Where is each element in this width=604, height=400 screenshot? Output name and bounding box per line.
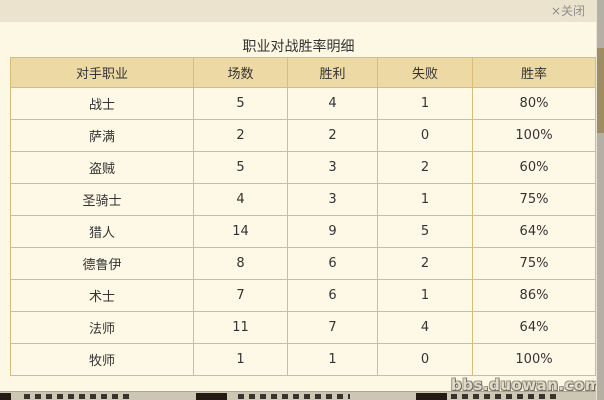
column-header: 失败 [377,57,473,88]
table-row: 术士 7 6 1 86% [10,279,596,312]
column-header: 胜利 [287,57,378,88]
close-button[interactable]: ×关闭 [550,4,585,18]
scrollbar-track[interactable] [596,0,604,400]
table-cell: 7 [287,311,378,344]
table-cell: 0 [377,343,473,376]
table-cell: 80% [472,87,596,120]
table-cell: 5 [377,215,473,248]
table-cell: 牧师 [10,343,194,376]
table-cell: 75% [472,247,596,280]
table-row: 圣骑士 4 3 1 75% [10,183,596,216]
table-head: 对手职业 场数 胜利 失败 胜率 [10,57,596,88]
cutoff-thumbnail[interactable] [416,393,447,400]
table-cell: 萨满 [10,119,194,152]
cutoff-text [24,394,134,399]
table-cell: 1 [377,183,473,216]
table-cell: 2 [193,119,288,152]
cutoff-thumbnail[interactable] [196,393,227,400]
table-body: 战士 5 4 1 80% 萨满 2 2 0 100% 盗贼 5 3 2 60% 圣骑士 4 3 1 75% 猎人 14 9 5… [10,87,596,376]
table-row: 盗贼 5 3 2 60% [10,151,596,184]
table-cell: 1 [377,87,473,120]
table-cell: 8 [193,247,288,280]
table-cell: 盗贼 [10,151,194,184]
table-cell: 100% [472,343,596,376]
table-row: 法师 11 7 4 64% [10,311,596,344]
table-cell: 9 [287,215,378,248]
table-cell: 7 [193,279,288,312]
table-cell: 2 [287,119,378,152]
table-cell: 6 [287,279,378,312]
popup-title: 职业对战胜率明细 [242,39,355,55]
table-cell: 法师 [10,311,194,344]
table-cell: 1 [287,343,378,376]
table-cell: 100% [472,119,596,152]
table-row: 猎人 14 9 5 64% [10,215,596,248]
table-row: 萨满 2 2 0 100% [10,119,596,152]
table-row: 牧师 1 1 0 100% [10,343,596,376]
table-cell: 圣骑士 [10,183,194,216]
table-cell: 3 [287,183,378,216]
scrollbar-thumb[interactable] [597,48,604,133]
table-row: 战士 5 4 1 80% [10,87,596,120]
table-cell: 64% [472,215,596,248]
background-content-strip [0,391,604,400]
table-cell: 11 [193,311,288,344]
table-cell: 战士 [10,87,194,120]
cutoff-text [238,394,350,399]
column-header: 胜率 [472,57,596,88]
table-cell: 4 [287,87,378,120]
column-header: 对手职业 [10,57,194,88]
table-cell: 60% [472,151,596,184]
table-cell: 5 [193,151,288,184]
table-cell: 2 [377,247,473,280]
header-row: 对手职业 场数 胜利 失败 胜率 [10,57,596,88]
column-header: 场数 [193,57,288,88]
table-cell: 4 [377,311,473,344]
table-cell: 1 [377,279,473,312]
table-cell: 3 [287,151,378,184]
table-cell: 猎人 [10,215,194,248]
table-cell: 德鲁伊 [10,247,194,280]
table-cell: 14 [193,215,288,248]
table-cell: 64% [472,311,596,344]
cutoff-thumbnail[interactable] [0,393,11,400]
winrate-table: 对手职业 场数 胜利 失败 胜率 战士 5 4 1 80% 萨满 2 2 0 100% 盗贼 5 3 2 60% 圣骑… [10,57,596,376]
table-cell: 6 [287,247,378,280]
table-row: 德鲁伊 8 6 2 75% [10,247,596,280]
table-cell: 75% [472,183,596,216]
cutoff-text [451,394,561,399]
table-cell: 4 [193,183,288,216]
site-watermark: bbs.duowan.com [450,376,601,394]
table-cell: 86% [472,279,596,312]
table-cell: 术士 [10,279,194,312]
table-cell: 5 [193,87,288,120]
table-cell: 1 [193,343,288,376]
table-cell: 2 [377,151,473,184]
winrate-table-wrap: 对手职业 场数 胜利 失败 胜率 战士 5 4 1 80% 萨满 2 2 0 100% 盗贼 5 3 2 60% 圣骑… [10,57,596,376]
table-cell: 0 [377,119,473,152]
popup-topbar: ×关闭 [0,0,597,22]
